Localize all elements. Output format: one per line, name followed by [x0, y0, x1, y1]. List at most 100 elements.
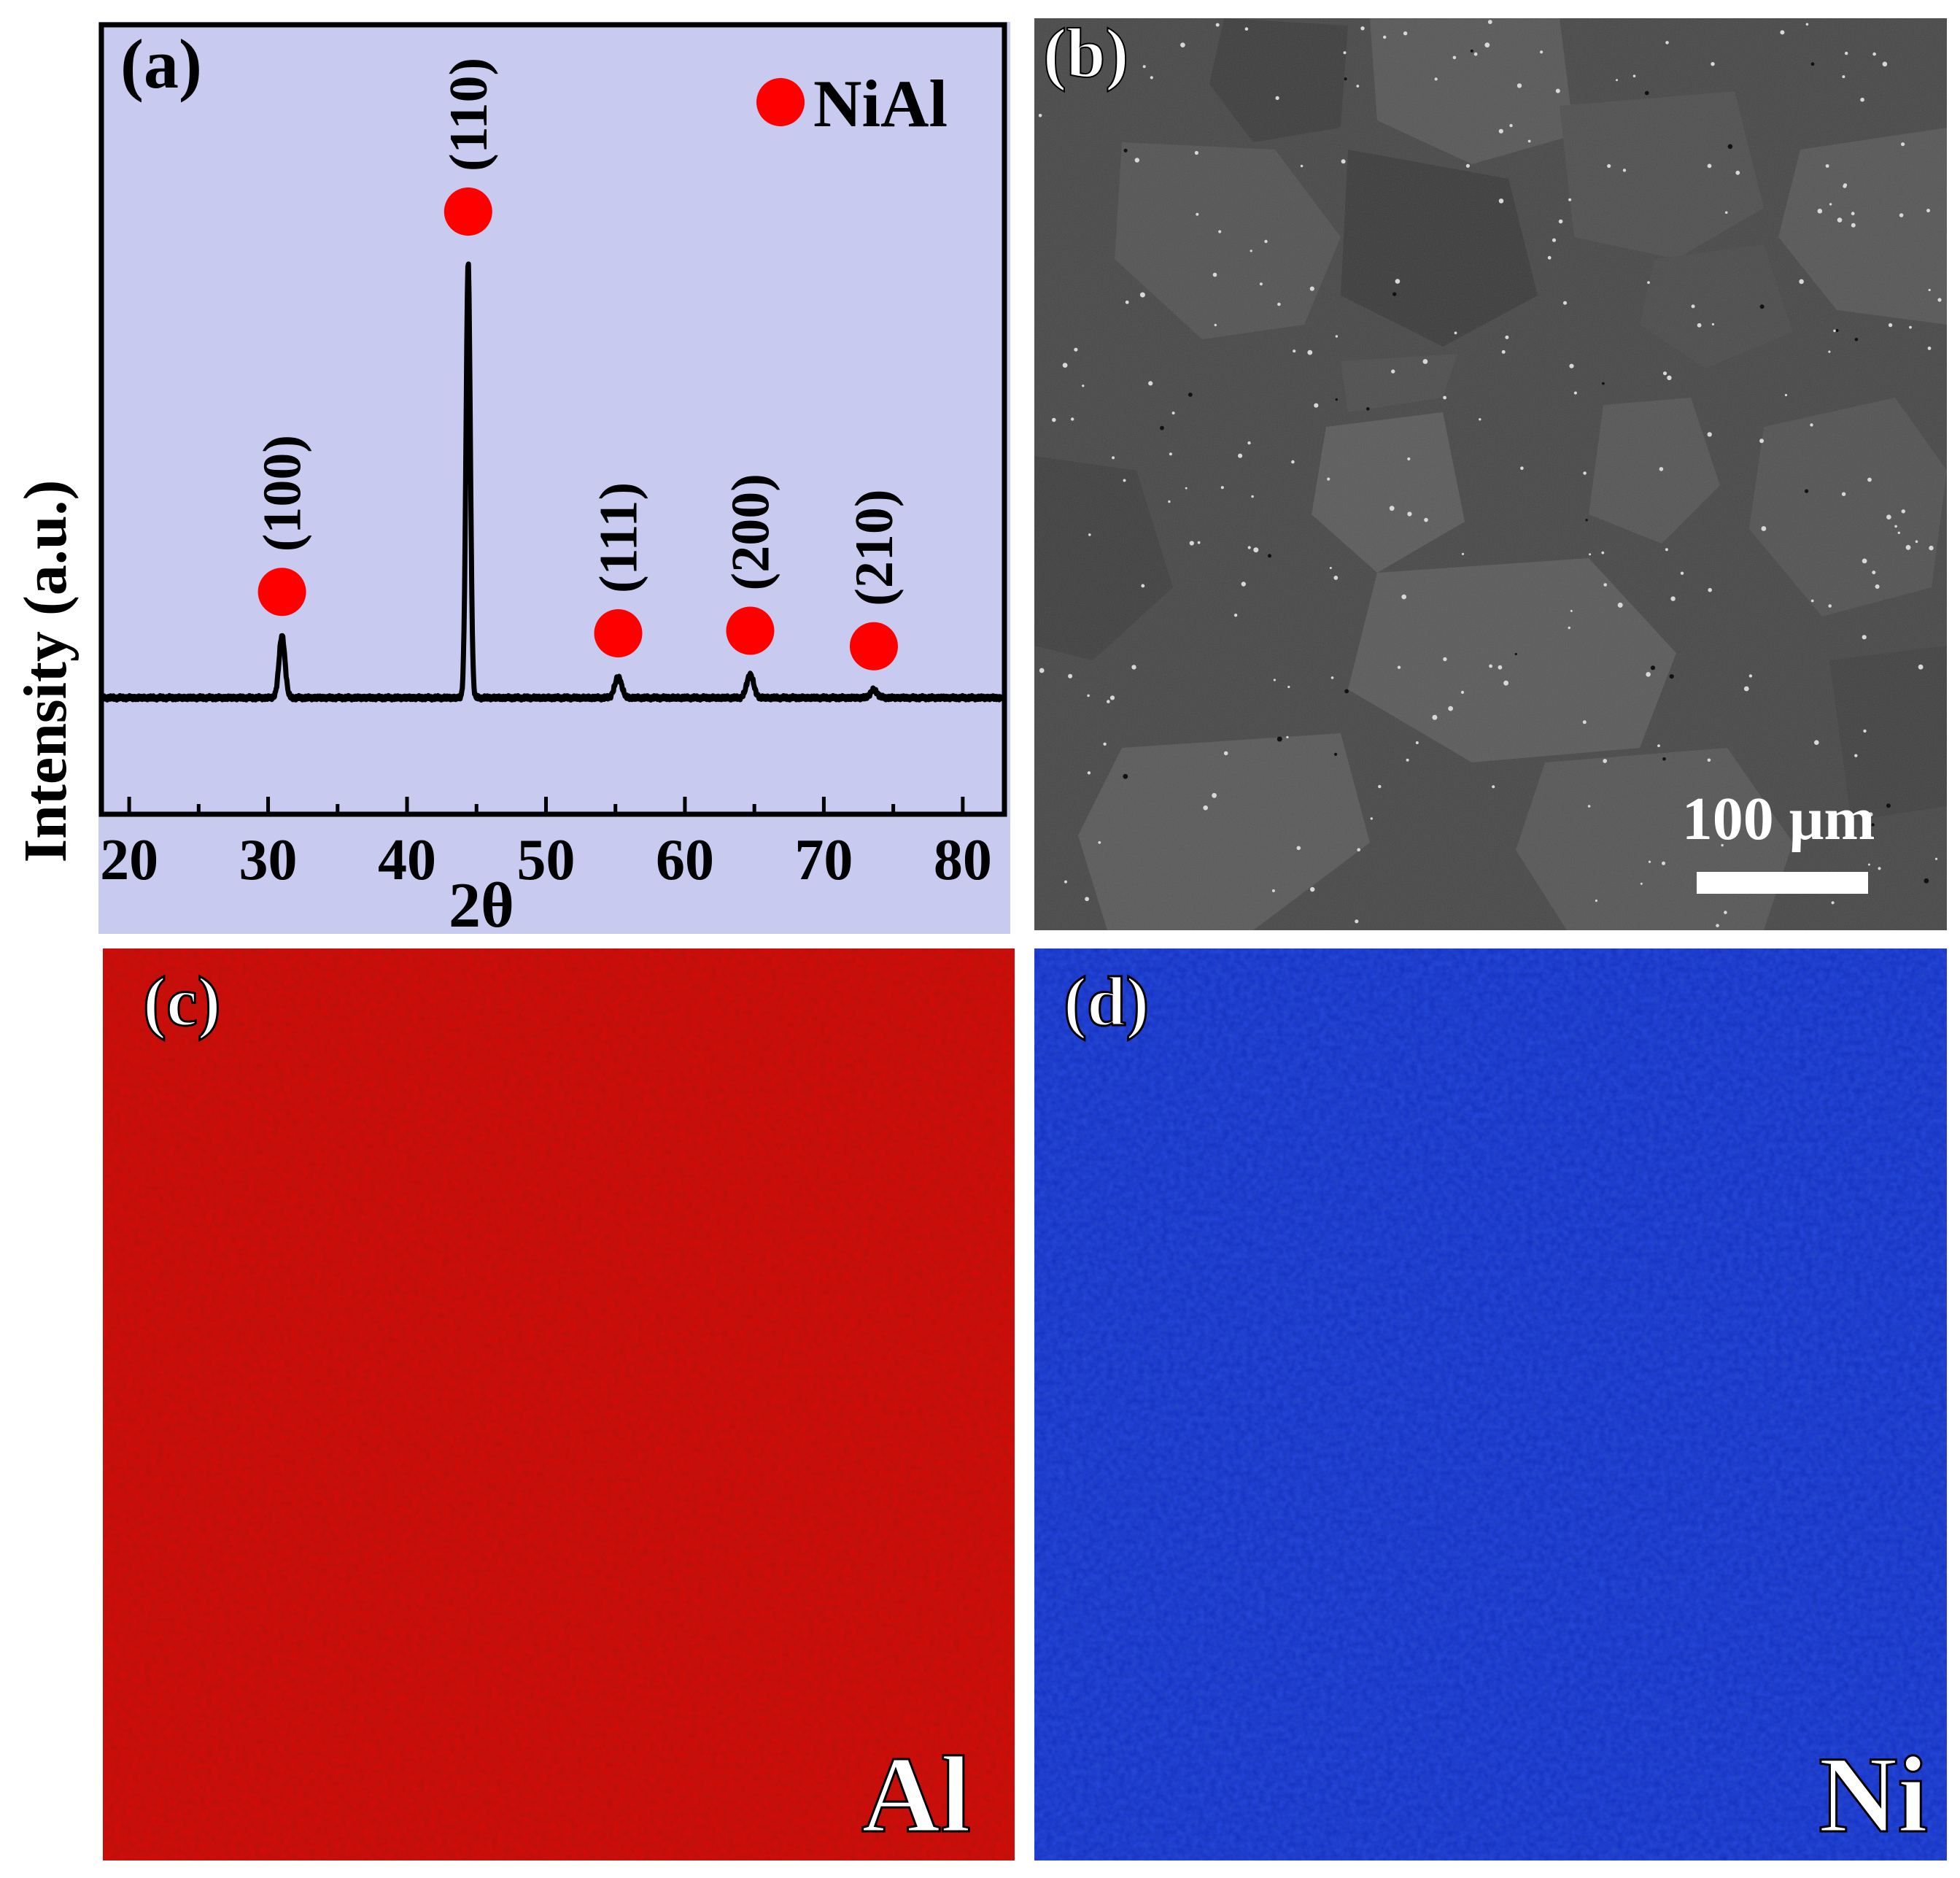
sem-particle — [1397, 665, 1401, 669]
x-tick-label: 50 — [516, 828, 575, 892]
sem-particle — [1761, 526, 1767, 531]
sem-particle — [1711, 62, 1715, 66]
sem-particle — [1277, 736, 1282, 742]
sem-particle — [1360, 26, 1365, 31]
x-tick-label: 30 — [239, 828, 298, 892]
peak-hkl-label: (210) — [845, 489, 905, 606]
sem-particle — [1333, 576, 1339, 580]
sem-particle — [1212, 272, 1217, 277]
sem-particle — [1886, 803, 1891, 808]
sem-particle — [1854, 754, 1858, 757]
sem-particle — [1810, 423, 1813, 427]
peak-marker — [257, 568, 306, 617]
sem-particle — [1897, 531, 1900, 534]
sem-particle — [1872, 571, 1876, 575]
sem-particle — [1309, 286, 1314, 291]
sem-particle — [1406, 758, 1409, 762]
sem-particle — [1264, 239, 1268, 244]
sem-particle — [1854, 338, 1859, 341]
al-eds-map: (c) Al — [103, 948, 1015, 1860]
sem-particle — [1087, 694, 1090, 698]
sem-particle — [1810, 62, 1815, 66]
sem-particle — [1378, 784, 1382, 789]
sem-particle — [1046, 66, 1051, 71]
sem-particle — [1203, 805, 1208, 811]
sem-particle — [1669, 674, 1674, 679]
sem-particle — [1125, 300, 1129, 304]
sem-particle — [1168, 500, 1171, 503]
sem-particle — [1558, 219, 1563, 224]
sem-particle — [1300, 164, 1304, 168]
ni-eds-map-panel: (d) Ni — [1034, 948, 1947, 1860]
sem-particle — [1251, 495, 1254, 498]
sem-particle — [1392, 292, 1397, 296]
sem-particle — [1341, 159, 1346, 164]
sem-particle — [1391, 369, 1395, 374]
sem-particle — [1452, 55, 1457, 60]
sem-particle — [1875, 584, 1880, 589]
sem-particle — [1185, 487, 1188, 490]
sem-particle — [1465, 163, 1470, 168]
sem-particle — [1296, 846, 1301, 851]
sem-particle — [1383, 35, 1387, 39]
sem-particle — [1275, 96, 1279, 100]
sem-particle — [1310, 886, 1315, 892]
sem-particle — [1662, 757, 1666, 761]
sem-particle — [1527, 139, 1531, 143]
sem-particle — [1825, 164, 1829, 168]
sem-particle — [1569, 363, 1574, 368]
sem-particle — [1644, 90, 1649, 96]
sem-particle — [1888, 322, 1893, 328]
sem-particle — [1395, 279, 1401, 284]
sem-particle — [1716, 924, 1719, 927]
panel-label-d: (d) — [1064, 962, 1149, 1040]
sem-particle — [1039, 668, 1045, 673]
sem-particle — [1587, 805, 1591, 808]
y-axis-label: Intensity (a.u.) — [12, 479, 80, 863]
sem-particle — [1616, 79, 1618, 82]
sem-particle — [1810, 599, 1814, 603]
sem-particle — [1799, 279, 1804, 285]
sem-particle — [1470, 49, 1473, 53]
sem-particle — [1314, 403, 1319, 408]
peak-marker — [443, 188, 492, 236]
sem-particle — [1335, 398, 1338, 401]
sem-particle — [1667, 375, 1672, 380]
sem-particle — [1647, 281, 1650, 285]
sem-particle — [1899, 213, 1904, 217]
sem-particle — [1784, 393, 1788, 397]
sem-particle — [1817, 209, 1823, 214]
sem-particle — [1886, 514, 1891, 519]
sem-particle — [1707, 758, 1711, 762]
sem-particle — [1415, 741, 1419, 744]
scalebar-label: 100 μm — [1682, 785, 1875, 853]
sem-particle — [1087, 771, 1091, 775]
sem-particle — [1867, 863, 1870, 866]
sem-particle — [1460, 690, 1465, 695]
sem-particle — [1357, 848, 1360, 851]
sem-particle — [1443, 395, 1446, 400]
x-tick-label: 20 — [100, 828, 158, 892]
sem-particle — [1905, 544, 1911, 550]
sem-particle — [1924, 878, 1929, 884]
panel-label-c: (c) — [143, 962, 221, 1040]
sem-particle — [1250, 250, 1252, 252]
sem-particle — [1691, 304, 1695, 309]
sem-particle — [1148, 381, 1153, 386]
sem-particle — [1068, 673, 1073, 679]
sem-particle — [1670, 596, 1676, 601]
sem-particle — [1479, 418, 1481, 421]
sem-particle — [1218, 230, 1222, 233]
sem-particle — [1573, 391, 1577, 395]
sem-particle — [1424, 517, 1428, 522]
sem-particle — [1841, 492, 1846, 496]
sem-particle — [1062, 363, 1068, 368]
sem-particle — [1724, 211, 1728, 215]
x-tick-label: 70 — [794, 828, 853, 892]
scalebar — [1697, 872, 1868, 894]
sem-particle — [1708, 587, 1712, 592]
sem-particle — [1171, 411, 1175, 415]
sem-particle — [1498, 198, 1504, 204]
sem-particle — [1724, 911, 1727, 914]
sem-particle — [1540, 50, 1543, 54]
